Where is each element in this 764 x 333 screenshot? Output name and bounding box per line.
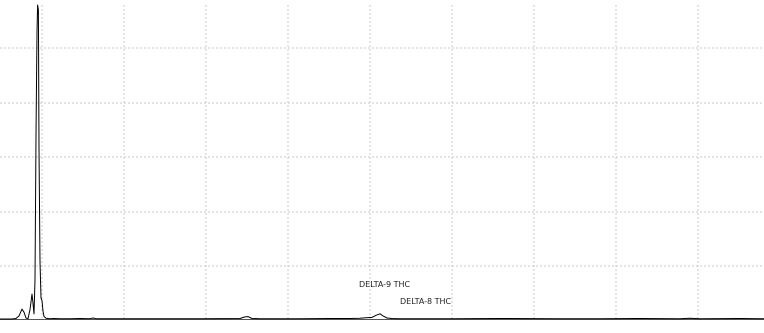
chromatogram-trace xyxy=(0,4,764,320)
peak-labels: DELTA-9 THC DELTA-8 THC xyxy=(359,280,452,306)
series-group xyxy=(0,4,764,320)
peak-label-delta-8-thc: DELTA-8 THC xyxy=(400,297,452,306)
peak-label-delta-9-thc: DELTA-9 THC xyxy=(359,280,411,289)
grid-lines xyxy=(0,5,764,319)
